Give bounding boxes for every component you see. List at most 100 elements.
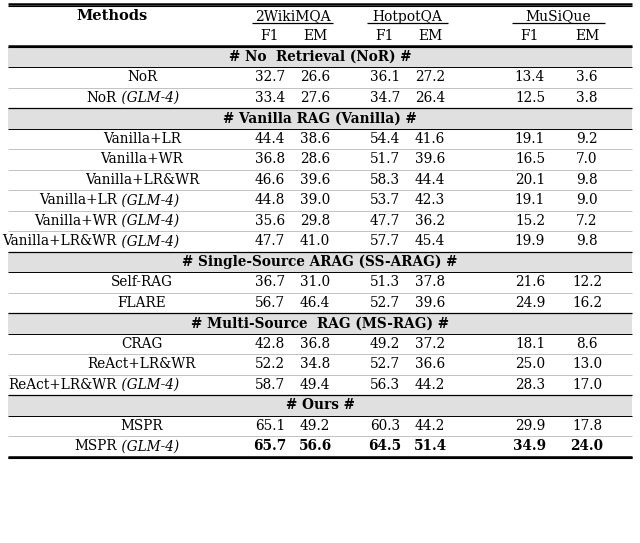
Text: NoR: NoR — [87, 91, 117, 105]
Text: 16.5: 16.5 — [515, 153, 545, 167]
Text: Vanilla+LR&WR: Vanilla+LR&WR — [3, 235, 117, 249]
Text: 28.6: 28.6 — [300, 153, 330, 167]
Text: 13.0: 13.0 — [572, 357, 602, 371]
Text: 51.4: 51.4 — [413, 439, 447, 453]
Text: 8.6: 8.6 — [576, 337, 598, 351]
Text: Vanilla+LR: Vanilla+LR — [39, 193, 117, 207]
Text: (GLM-4): (GLM-4) — [117, 378, 179, 392]
Text: 24.0: 24.0 — [570, 439, 604, 453]
Text: EM: EM — [303, 29, 327, 43]
Text: 26.4: 26.4 — [415, 91, 445, 105]
Text: F1: F1 — [521, 29, 540, 43]
Text: Vanilla+LR&WR: Vanilla+LR&WR — [85, 173, 199, 187]
Text: 54.4: 54.4 — [370, 132, 400, 146]
Text: 44.4: 44.4 — [255, 132, 285, 146]
Text: 46.4: 46.4 — [300, 296, 330, 310]
Text: 3.6: 3.6 — [576, 71, 598, 85]
Text: 9.2: 9.2 — [576, 132, 598, 146]
Text: 34.8: 34.8 — [300, 357, 330, 371]
Text: Vanilla+WR: Vanilla+WR — [34, 214, 117, 228]
Text: 37.2: 37.2 — [415, 337, 445, 351]
Text: 33.4: 33.4 — [255, 91, 285, 105]
Text: 26.6: 26.6 — [300, 71, 330, 85]
Text: 34.7: 34.7 — [370, 91, 400, 105]
Text: 65.7: 65.7 — [253, 439, 287, 453]
Text: 19.1: 19.1 — [515, 193, 545, 207]
Text: # No  Retrieval (NoR) #: # No Retrieval (NoR) # — [228, 50, 412, 64]
Text: Vanilla+WR: Vanilla+WR — [100, 153, 184, 167]
Text: 36.1: 36.1 — [370, 71, 400, 85]
Text: 36.6: 36.6 — [415, 357, 445, 371]
Text: 3.8: 3.8 — [576, 91, 598, 105]
Text: 46.6: 46.6 — [255, 173, 285, 187]
Text: 21.6: 21.6 — [515, 275, 545, 289]
Text: 53.7: 53.7 — [370, 193, 400, 207]
Text: 52.7: 52.7 — [370, 357, 400, 371]
Text: 65.1: 65.1 — [255, 419, 285, 433]
Text: 27.2: 27.2 — [415, 71, 445, 85]
Text: MuSiQue: MuSiQue — [525, 9, 591, 23]
Text: 36.8: 36.8 — [300, 337, 330, 351]
Text: 44.4: 44.4 — [415, 173, 445, 187]
Text: MSPR: MSPR — [121, 419, 163, 433]
Text: 28.3: 28.3 — [515, 378, 545, 392]
Text: 25.0: 25.0 — [515, 357, 545, 371]
Text: Self-RAG: Self-RAG — [111, 275, 173, 289]
Text: CRAG: CRAG — [122, 337, 163, 351]
Text: 42.3: 42.3 — [415, 193, 445, 207]
Text: 47.7: 47.7 — [255, 235, 285, 249]
Text: 58.3: 58.3 — [370, 173, 400, 187]
Text: 36.8: 36.8 — [255, 153, 285, 167]
Text: 9.8: 9.8 — [576, 173, 598, 187]
Text: 24.9: 24.9 — [515, 296, 545, 310]
Text: 57.7: 57.7 — [370, 235, 400, 249]
Text: # Multi-Source  RAG (MS-RAG) #: # Multi-Source RAG (MS-RAG) # — [191, 317, 449, 331]
Text: 34.9: 34.9 — [513, 439, 547, 453]
Text: ReAct+LR&WR: ReAct+LR&WR — [88, 357, 196, 371]
Text: 12.2: 12.2 — [572, 275, 602, 289]
Text: 52.7: 52.7 — [370, 296, 400, 310]
Text: 19.9: 19.9 — [515, 235, 545, 249]
Text: 47.7: 47.7 — [370, 214, 400, 228]
Text: 37.8: 37.8 — [415, 275, 445, 289]
Text: 39.0: 39.0 — [300, 193, 330, 207]
Text: 38.6: 38.6 — [300, 132, 330, 146]
Text: F1: F1 — [376, 29, 394, 43]
Text: 51.7: 51.7 — [370, 153, 400, 167]
Text: 17.0: 17.0 — [572, 378, 602, 392]
Text: 49.2: 49.2 — [370, 337, 400, 351]
Text: 36.2: 36.2 — [415, 214, 445, 228]
Text: 64.5: 64.5 — [369, 439, 401, 453]
Text: 49.4: 49.4 — [300, 378, 330, 392]
Text: 58.7: 58.7 — [255, 378, 285, 392]
Text: 19.1: 19.1 — [515, 132, 545, 146]
Text: # Ours #: # Ours # — [285, 399, 355, 413]
Text: 18.1: 18.1 — [515, 337, 545, 351]
Text: 49.2: 49.2 — [300, 419, 330, 433]
Text: 45.4: 45.4 — [415, 235, 445, 249]
Text: 17.8: 17.8 — [572, 419, 602, 433]
Text: 52.2: 52.2 — [255, 357, 285, 371]
Text: 41.0: 41.0 — [300, 235, 330, 249]
Text: 29.9: 29.9 — [515, 419, 545, 433]
Text: (GLM-4): (GLM-4) — [117, 235, 179, 249]
Text: 41.6: 41.6 — [415, 132, 445, 146]
Text: MSPR: MSPR — [74, 439, 117, 453]
Text: 20.1: 20.1 — [515, 173, 545, 187]
Text: EM: EM — [575, 29, 599, 43]
Text: (GLM-4): (GLM-4) — [117, 214, 179, 228]
Text: 60.3: 60.3 — [370, 419, 400, 433]
Text: 2WikiMQA: 2WikiMQA — [255, 9, 330, 23]
Text: 7.2: 7.2 — [576, 214, 598, 228]
Text: 56.7: 56.7 — [255, 296, 285, 310]
Text: Vanilla+LR: Vanilla+LR — [103, 132, 181, 146]
Text: (GLM-4): (GLM-4) — [117, 193, 179, 207]
Text: 44.2: 44.2 — [415, 419, 445, 433]
Text: 31.0: 31.0 — [300, 275, 330, 289]
Text: # Single-Source ARAG (SS-ARAG) #: # Single-Source ARAG (SS-ARAG) # — [182, 255, 458, 269]
Text: 9.0: 9.0 — [576, 193, 598, 207]
Text: 51.3: 51.3 — [370, 275, 400, 289]
Text: 9.8: 9.8 — [576, 235, 598, 249]
Text: 12.5: 12.5 — [515, 91, 545, 105]
Text: 56.6: 56.6 — [298, 439, 332, 453]
